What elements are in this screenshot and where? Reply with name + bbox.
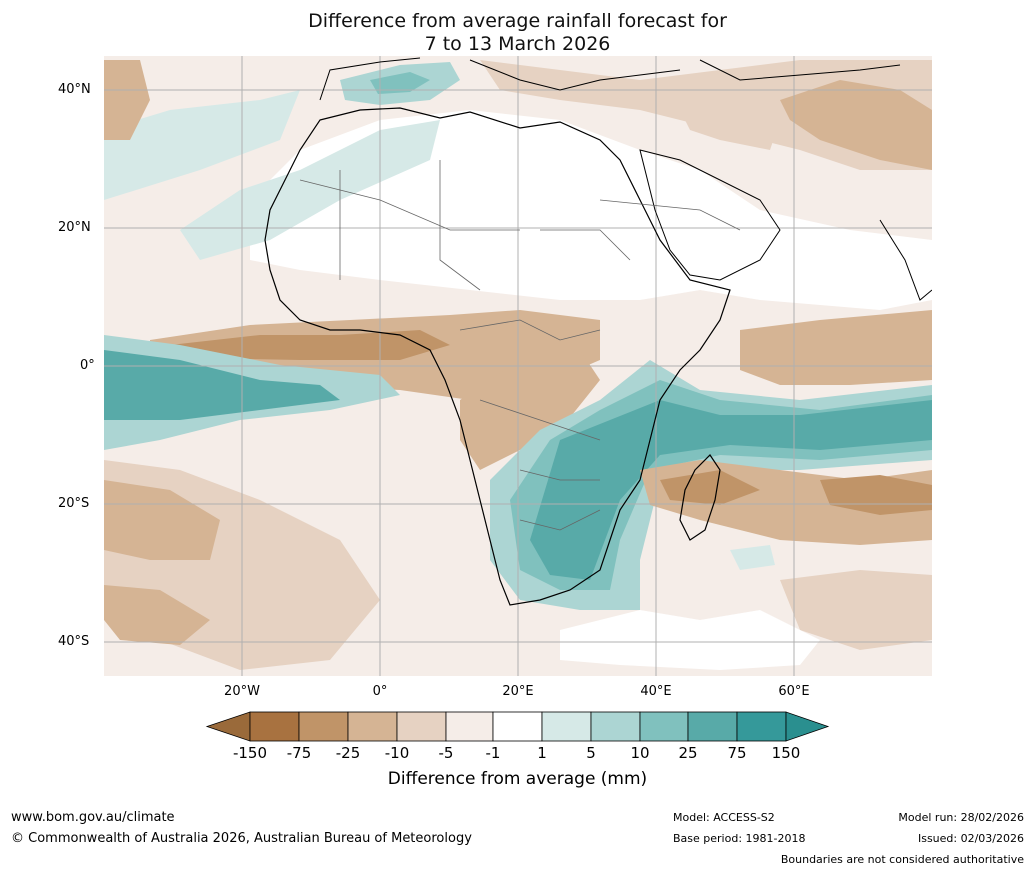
contour-asia-dry	[780, 80, 932, 170]
lat-label-40n: 40°N	[58, 82, 91, 97]
contour-central-africa-dry	[460, 350, 600, 470]
contour-south-wet-patch	[730, 545, 775, 570]
footer-disclaimer: Boundaries are not considered authoritat…	[780, 853, 1024, 866]
footer-model-run: Model run: 28/02/2026	[898, 811, 1024, 824]
lat-label-0: 0°	[80, 358, 95, 373]
lat-label-20n: 20°N	[58, 220, 91, 235]
contour-iberia-dry	[104, 60, 150, 140]
colorbar-bin-1	[249, 711, 300, 742]
colorbar-bin-9	[639, 711, 689, 742]
colorbar-tick: 150	[771, 744, 801, 762]
contour-atlantic-wet-core	[104, 350, 340, 420]
colorbar-extend-low	[205, 711, 251, 742]
colorbar-tick: -10	[384, 744, 410, 762]
contour-south-atlantic-dry-core	[104, 480, 220, 560]
colorbar-label: Difference from average (mm)	[387, 769, 648, 789]
colorbar-tick: -75	[286, 744, 312, 762]
contour-arabia-dry	[680, 100, 780, 150]
colorbar-bin-8	[590, 711, 641, 742]
colorbar-bin-2	[298, 711, 349, 742]
footer-model: Model: ACCESS-S2	[673, 811, 775, 824]
footer-copyright: © Commonwealth of Australia 2026, Austra…	[11, 831, 472, 846]
colorbar-bin-5	[445, 711, 494, 742]
colorbar	[205, 711, 830, 742]
lon-label-20e: 20°E	[502, 684, 534, 699]
africa-coastline	[264, 107, 731, 606]
contour-far-south-neutral	[560, 610, 820, 670]
contour-southern-africa-wet-core	[530, 400, 932, 580]
map-title-line1: Difference from average rainfall forecas…	[308, 10, 727, 32]
country-borders	[299, 160, 741, 531]
footer-issued: Issued: 02/03/2026	[917, 832, 1024, 845]
lat-label-20s: 20°S	[58, 496, 90, 511]
contour-north-atlantic-wet-2	[180, 120, 440, 260]
contour-indian-ocean-dry-core	[660, 470, 760, 505]
colorbar-bin-6	[492, 711, 543, 742]
arabia-coastline	[639, 149, 781, 281]
lon-label-20w: 20°W	[224, 684, 260, 699]
india-coastline	[879, 219, 932, 301]
colorbar-tick: 25	[678, 744, 698, 762]
lon-label-40e: 40°E	[640, 684, 672, 699]
colorbar-tick: -150	[232, 744, 268, 762]
colorbar-tick: 5	[586, 744, 596, 762]
map-title-line2: 7 to 13 March 2026	[424, 33, 611, 55]
footer-website: www.bom.gov.au/climate	[11, 810, 175, 825]
graticule	[104, 56, 932, 676]
colorbar-tick: 75	[727, 744, 747, 762]
contour-south-indian-dry	[780, 570, 932, 650]
footer-base-period: Base period: 1981-2018	[673, 832, 806, 845]
colorbar-bin-7	[541, 711, 592, 742]
colorbar-bin-3	[347, 711, 398, 742]
colorbar-tick: 10	[630, 744, 650, 762]
europe-coastline	[319, 57, 901, 101]
contour-indian-ocean-dry-core-2	[820, 475, 932, 515]
lon-label-60e: 60°E	[778, 684, 810, 699]
map-field	[104, 56, 932, 676]
contour-med-wet-core	[370, 72, 430, 94]
colorbar-tick: 1	[537, 744, 547, 762]
colorbar-bin-11	[736, 711, 787, 742]
lat-label-40s: 40°S	[58, 634, 90, 649]
colorbar-tick: -1	[485, 744, 501, 762]
colorbar-extend-high	[785, 711, 830, 742]
madagascar-coastline	[679, 454, 721, 541]
colorbar-tick: -25	[335, 744, 361, 762]
colorbar-tick: -5	[438, 744, 454, 762]
colorbar-bin-10	[687, 711, 738, 742]
contour-north-atlantic-wet	[104, 90, 300, 200]
colorbar-bin-4	[396, 711, 447, 742]
contour-south-atlantic-dry-core-2	[104, 585, 210, 645]
lon-label-0: 0°	[372, 684, 388, 699]
